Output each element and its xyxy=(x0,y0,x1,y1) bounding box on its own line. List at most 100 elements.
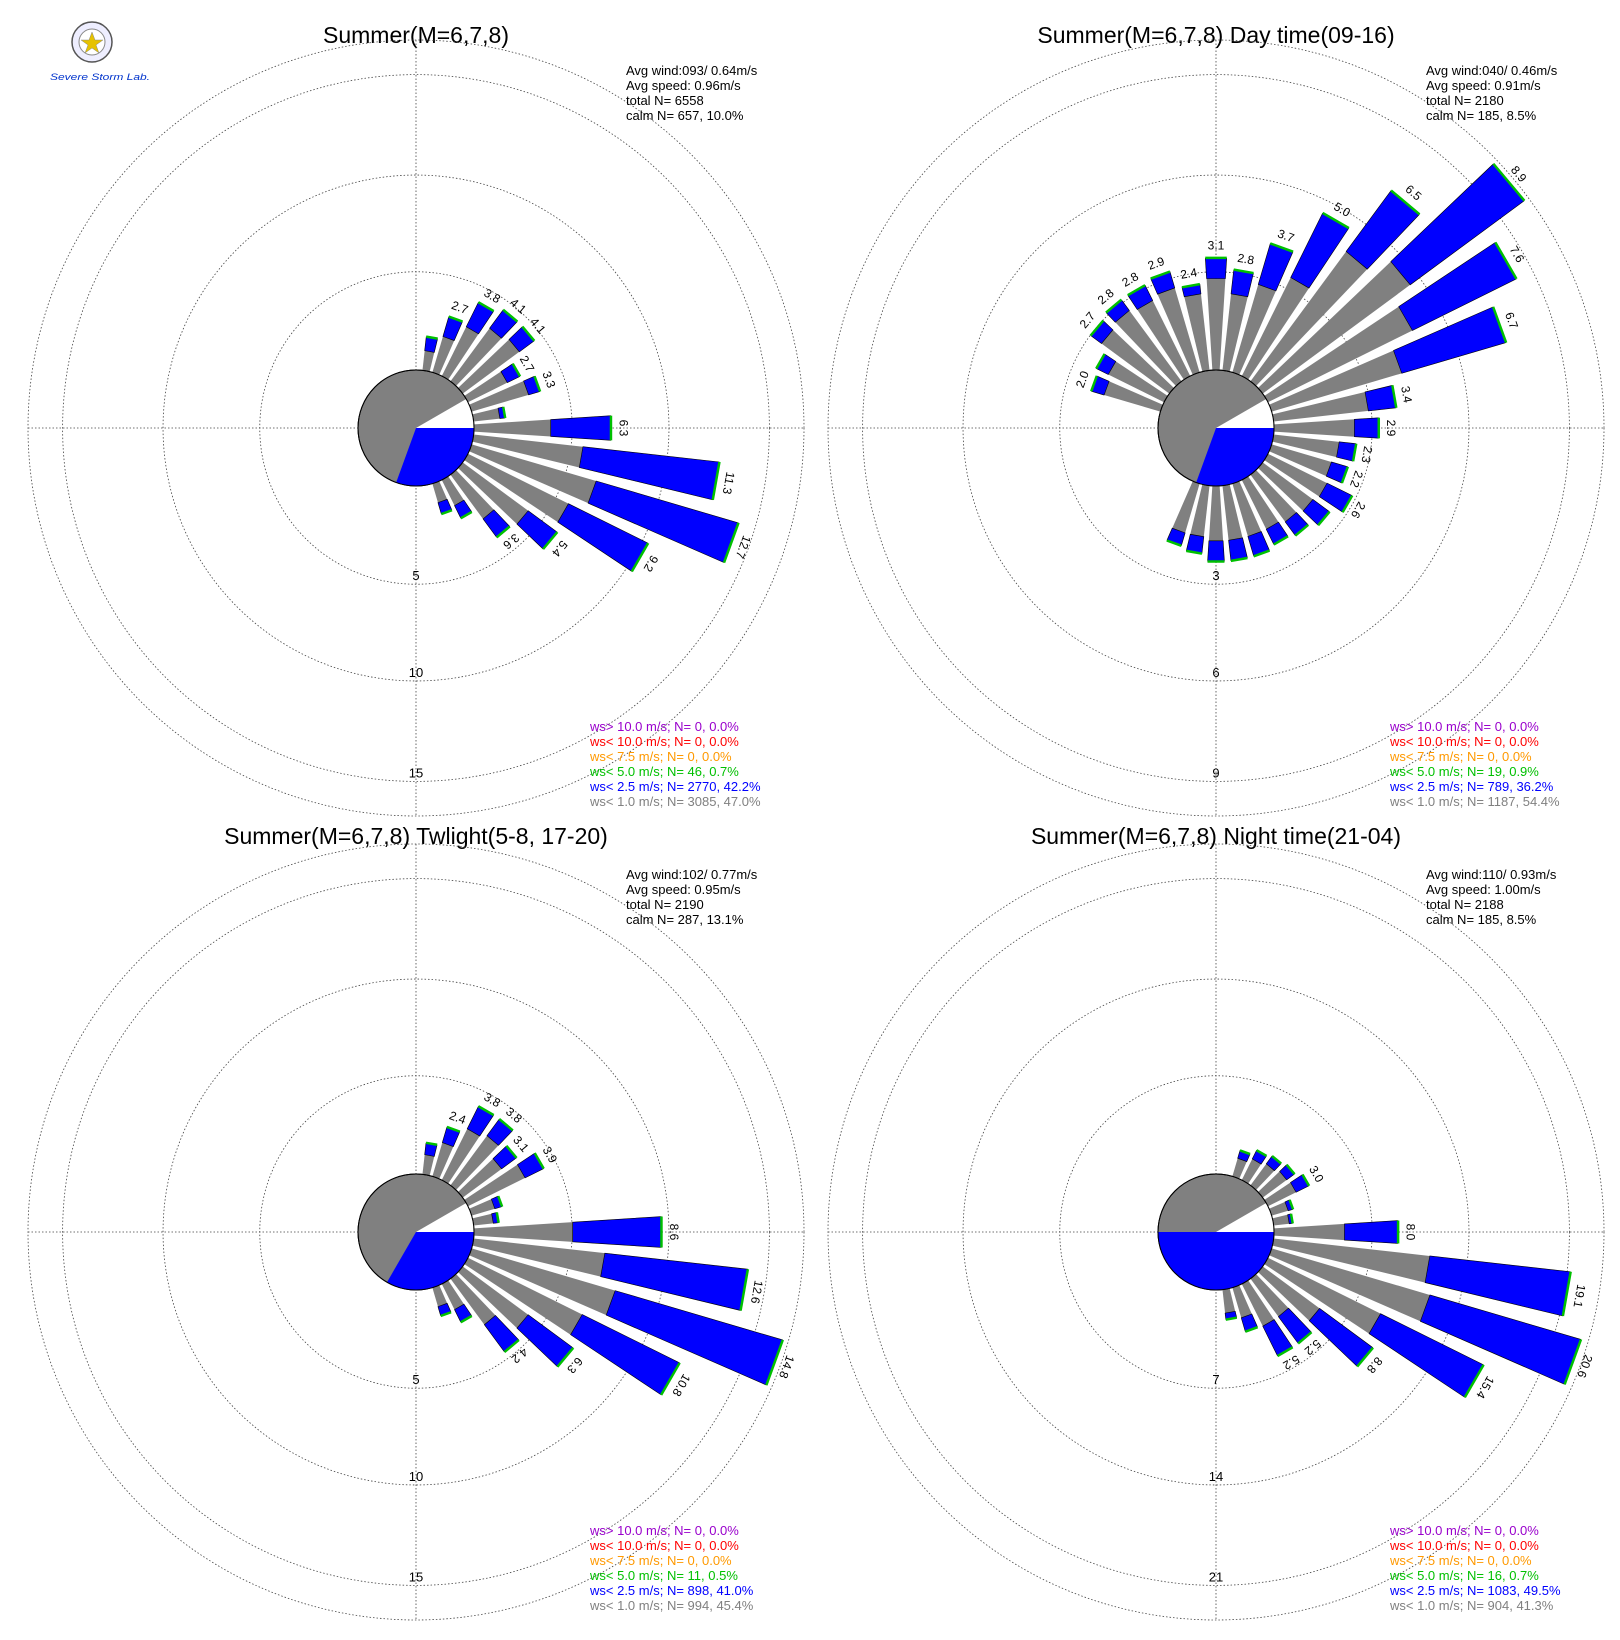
petal-label: 2.0 xyxy=(1073,369,1092,390)
petal-label: 7.6 xyxy=(1507,244,1528,266)
ring-label: 3 xyxy=(1212,568,1219,583)
petal-gray xyxy=(469,380,529,412)
ring-label: 6 xyxy=(1212,665,1219,680)
petal-green xyxy=(1256,1149,1268,1157)
ring-label: 15 xyxy=(409,765,423,780)
petal-gray xyxy=(1190,484,1210,537)
petal-green xyxy=(426,335,438,340)
petal-blue xyxy=(1279,1164,1295,1181)
petal-green xyxy=(448,315,464,323)
petal-label: 3.7 xyxy=(1276,226,1297,245)
stats-line: Avg wind:110/ 0.93m/s xyxy=(1426,867,1557,882)
petal-gray xyxy=(1137,300,1191,380)
petal-blue xyxy=(1247,531,1270,557)
petal-green xyxy=(660,1362,681,1396)
petal-blue xyxy=(550,415,612,441)
petal-label: 2.9 xyxy=(1384,420,1398,437)
petal-gray xyxy=(1258,261,1411,394)
ring-label: 15 xyxy=(409,1569,423,1584)
petal-label: 5.0 xyxy=(1331,199,1353,220)
windrose-panel-3: Summer(M=6,7,8) Twlight(5-8, 17-20)51015… xyxy=(27,823,805,1621)
petal-green xyxy=(533,1152,545,1170)
petal-gray xyxy=(1241,277,1309,380)
petal-gray xyxy=(432,1142,454,1179)
petal-blue xyxy=(465,302,494,335)
petal-blue xyxy=(1308,1307,1374,1367)
petal-gray xyxy=(1273,1223,1345,1241)
petal-label: 3.1 xyxy=(510,1133,532,1155)
petal-gray xyxy=(450,1135,499,1190)
petal-gray xyxy=(1108,361,1168,403)
legend-item: ws> 10.0 m/s; N= 0, 0.0% xyxy=(589,1523,739,1538)
petal-gray xyxy=(458,1266,529,1329)
calm-outline xyxy=(357,369,475,487)
petal-label: 12.6 xyxy=(748,1279,766,1305)
stats-line: Avg speed: 0.95m/s xyxy=(626,882,741,897)
petal-label: 3.9 xyxy=(540,1144,561,1166)
ring-label: 21 xyxy=(1209,1569,1223,1584)
petal-gray xyxy=(458,462,529,525)
ring-label: 14 xyxy=(1209,1469,1223,1484)
stats-line: total N= 6558 xyxy=(626,93,704,108)
petal-gray xyxy=(1232,481,1262,537)
legend-item: ws< 1.0 m/s; N= 1187, 54.4% xyxy=(1389,794,1560,809)
stats-line: total N= 2188 xyxy=(1426,897,1504,912)
legend-item: ws< 7.5 m/s; N= 0, 0.0% xyxy=(589,1553,732,1568)
petal-label: 6.7 xyxy=(1502,310,1521,331)
petal-gray xyxy=(1232,1158,1247,1179)
legend-item: ws< 10.0 m/s; N= 0, 0.0% xyxy=(589,734,739,749)
petal-label: 6.3 xyxy=(564,1354,586,1376)
petal-blue xyxy=(1368,1313,1484,1398)
petal-gray xyxy=(441,476,464,506)
petal-blue xyxy=(1096,353,1117,375)
petal-label: 2.8 xyxy=(1095,286,1117,308)
petal-label: 9.2 xyxy=(640,553,661,575)
petal-green xyxy=(1289,1213,1294,1224)
petal-label: 2.8 xyxy=(1236,251,1255,268)
petal-blue xyxy=(1336,441,1357,462)
stats-line: Avg wind:040/ 0.46m/s xyxy=(1426,63,1558,78)
petal-gray xyxy=(1101,329,1174,394)
petal-gray xyxy=(450,470,494,519)
ring-label: 9 xyxy=(1212,765,1219,780)
petal-gray xyxy=(458,339,520,394)
petal-label: 3.4 xyxy=(1398,385,1415,404)
petal-gray xyxy=(432,1285,448,1307)
petal-gray xyxy=(473,419,551,437)
petal-blue xyxy=(466,1106,494,1137)
petal-label: 14.8 xyxy=(776,1354,797,1381)
ring-3 xyxy=(62,878,770,1586)
petal-label: 2.7 xyxy=(1077,309,1099,331)
petal-gray xyxy=(1269,444,1332,477)
logo-text: Severe Storm Lab. xyxy=(50,72,150,82)
petal-gray xyxy=(1232,1285,1252,1318)
petal-blue xyxy=(557,503,649,572)
legend-item: ws< 5.0 m/s; N= 19, 0.9% xyxy=(1389,764,1539,779)
petal-green xyxy=(440,1311,452,1318)
stats-line: Avg speed: 1.00m/s xyxy=(1426,882,1541,897)
petal-gray xyxy=(472,1213,494,1226)
petal-blue xyxy=(1205,257,1227,279)
petal-gray xyxy=(469,1248,616,1316)
stats-line: total N= 2190 xyxy=(626,897,704,912)
legend-item: ws< 7.5 m/s; N= 0, 0.0% xyxy=(1389,749,1532,764)
stats-line: calm N= 185, 8.5% xyxy=(1426,912,1537,927)
petal-green xyxy=(1166,539,1182,547)
petal-label: 11.3 xyxy=(720,471,738,496)
petal-gray xyxy=(1264,306,1413,403)
petal-gray xyxy=(1258,462,1313,511)
ring-3 xyxy=(862,74,1570,782)
petal-green xyxy=(477,1105,495,1117)
petal-green xyxy=(1185,549,1203,555)
petal-green xyxy=(739,1269,750,1311)
legend-item: ws< 1.0 m/s; N= 994, 45.4% xyxy=(589,1598,754,1613)
legend-item: ws< 7.5 m/s; N= 0, 0.0% xyxy=(589,749,732,764)
petal-gray xyxy=(469,444,597,504)
legend-item: ws< 10.0 m/s; N= 0, 0.0% xyxy=(589,1538,739,1553)
calm-white-sector xyxy=(1216,1203,1274,1232)
stats-line: Avg speed: 0.96m/s xyxy=(626,78,741,93)
windrose-panel-2: Summer(M=6,7,8) Day time(09-16)3692.02.7… xyxy=(827,22,1605,817)
stats-line: total N= 2180 xyxy=(1426,93,1504,108)
petal-label: 2.8 xyxy=(1120,269,1142,290)
petal-green xyxy=(1205,256,1227,260)
